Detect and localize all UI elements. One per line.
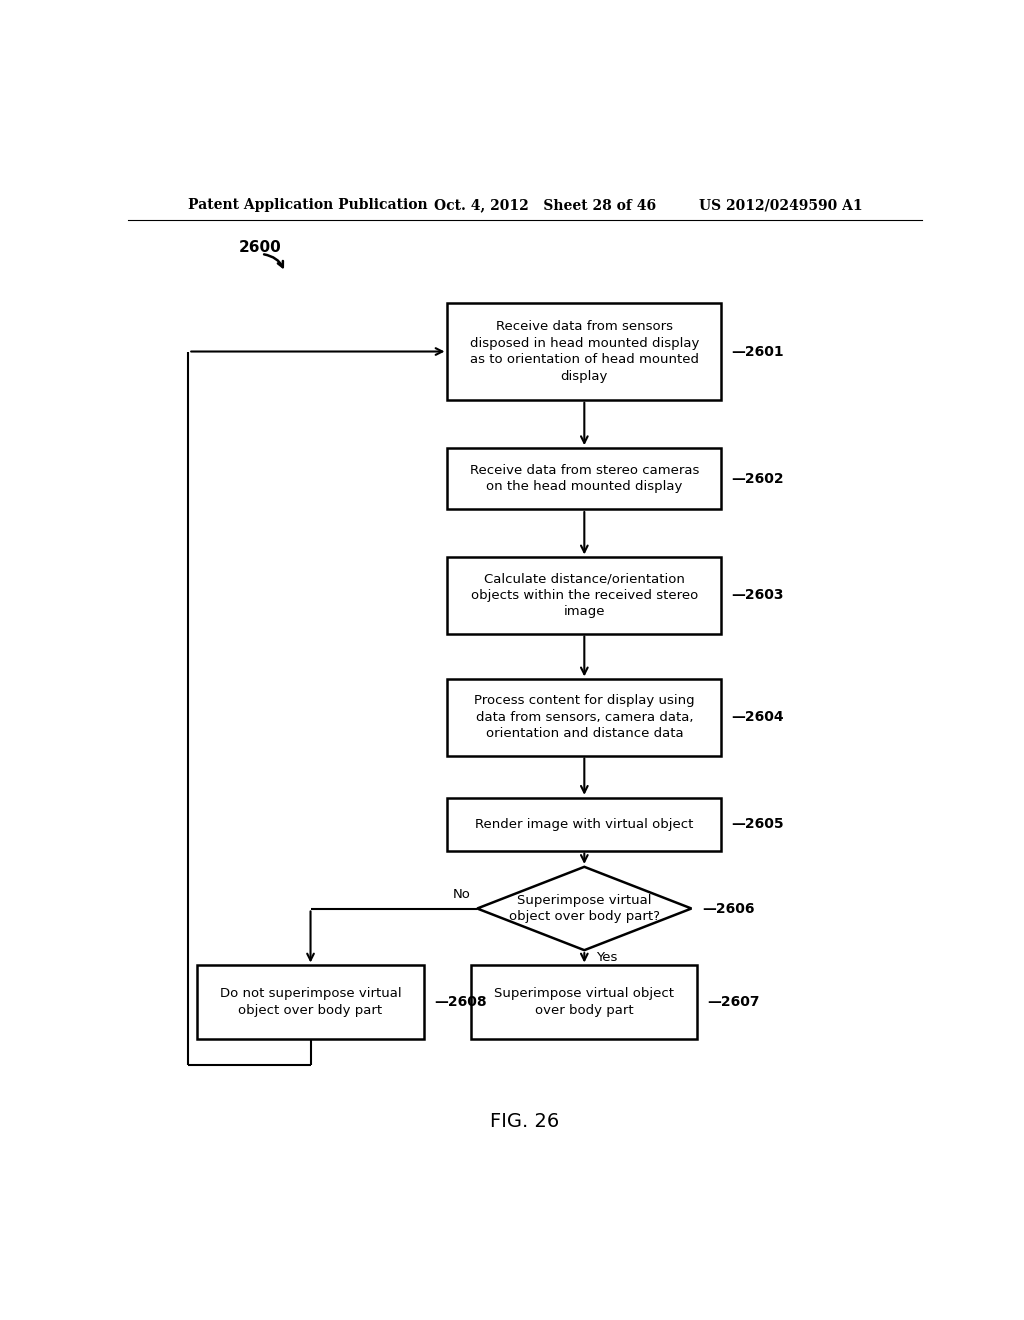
Bar — [447, 304, 721, 400]
Text: —2602: —2602 — [731, 471, 784, 486]
Bar — [447, 447, 721, 510]
Bar — [447, 557, 721, 634]
Text: 2600: 2600 — [240, 240, 282, 255]
Text: Patent Application Publication: Patent Application Publication — [187, 198, 427, 213]
Text: —2603: —2603 — [731, 589, 784, 602]
Text: Oct. 4, 2012   Sheet 28 of 46: Oct. 4, 2012 Sheet 28 of 46 — [433, 198, 655, 213]
Text: —2605: —2605 — [731, 817, 784, 832]
Text: Yes: Yes — [596, 952, 617, 965]
Text: Do not superimpose virtual
object over body part: Do not superimpose virtual object over b… — [220, 987, 401, 1016]
Text: Receive data from stereo cameras
on the head mounted display: Receive data from stereo cameras on the … — [470, 463, 699, 494]
Bar — [471, 965, 697, 1039]
Text: No: No — [453, 888, 471, 902]
Polygon shape — [477, 867, 691, 950]
Text: —2601: —2601 — [731, 345, 784, 359]
Bar — [447, 797, 721, 850]
Text: US 2012/0249590 A1: US 2012/0249590 A1 — [699, 198, 863, 213]
Text: Superimpose virtual object
over body part: Superimpose virtual object over body par… — [495, 987, 675, 1016]
Text: —2607: —2607 — [708, 995, 760, 1008]
Text: Superimpose virtual
object over body part?: Superimpose virtual object over body par… — [509, 894, 659, 923]
Bar — [198, 965, 424, 1039]
Text: —2608: —2608 — [434, 995, 486, 1008]
Text: Process content for display using
data from sensors, camera data,
orientation an: Process content for display using data f… — [474, 694, 694, 741]
Text: Calculate distance/orientation
objects within the received stereo
image: Calculate distance/orientation objects w… — [471, 573, 698, 619]
Text: FIG. 26: FIG. 26 — [490, 1113, 559, 1131]
Text: Receive data from sensors
disposed in head mounted display
as to orientation of : Receive data from sensors disposed in he… — [470, 321, 699, 383]
Text: Render image with virtual object: Render image with virtual object — [475, 817, 693, 830]
Bar — [447, 680, 721, 755]
Text: —2604: —2604 — [731, 710, 784, 725]
Text: —2606: —2606 — [701, 902, 755, 916]
